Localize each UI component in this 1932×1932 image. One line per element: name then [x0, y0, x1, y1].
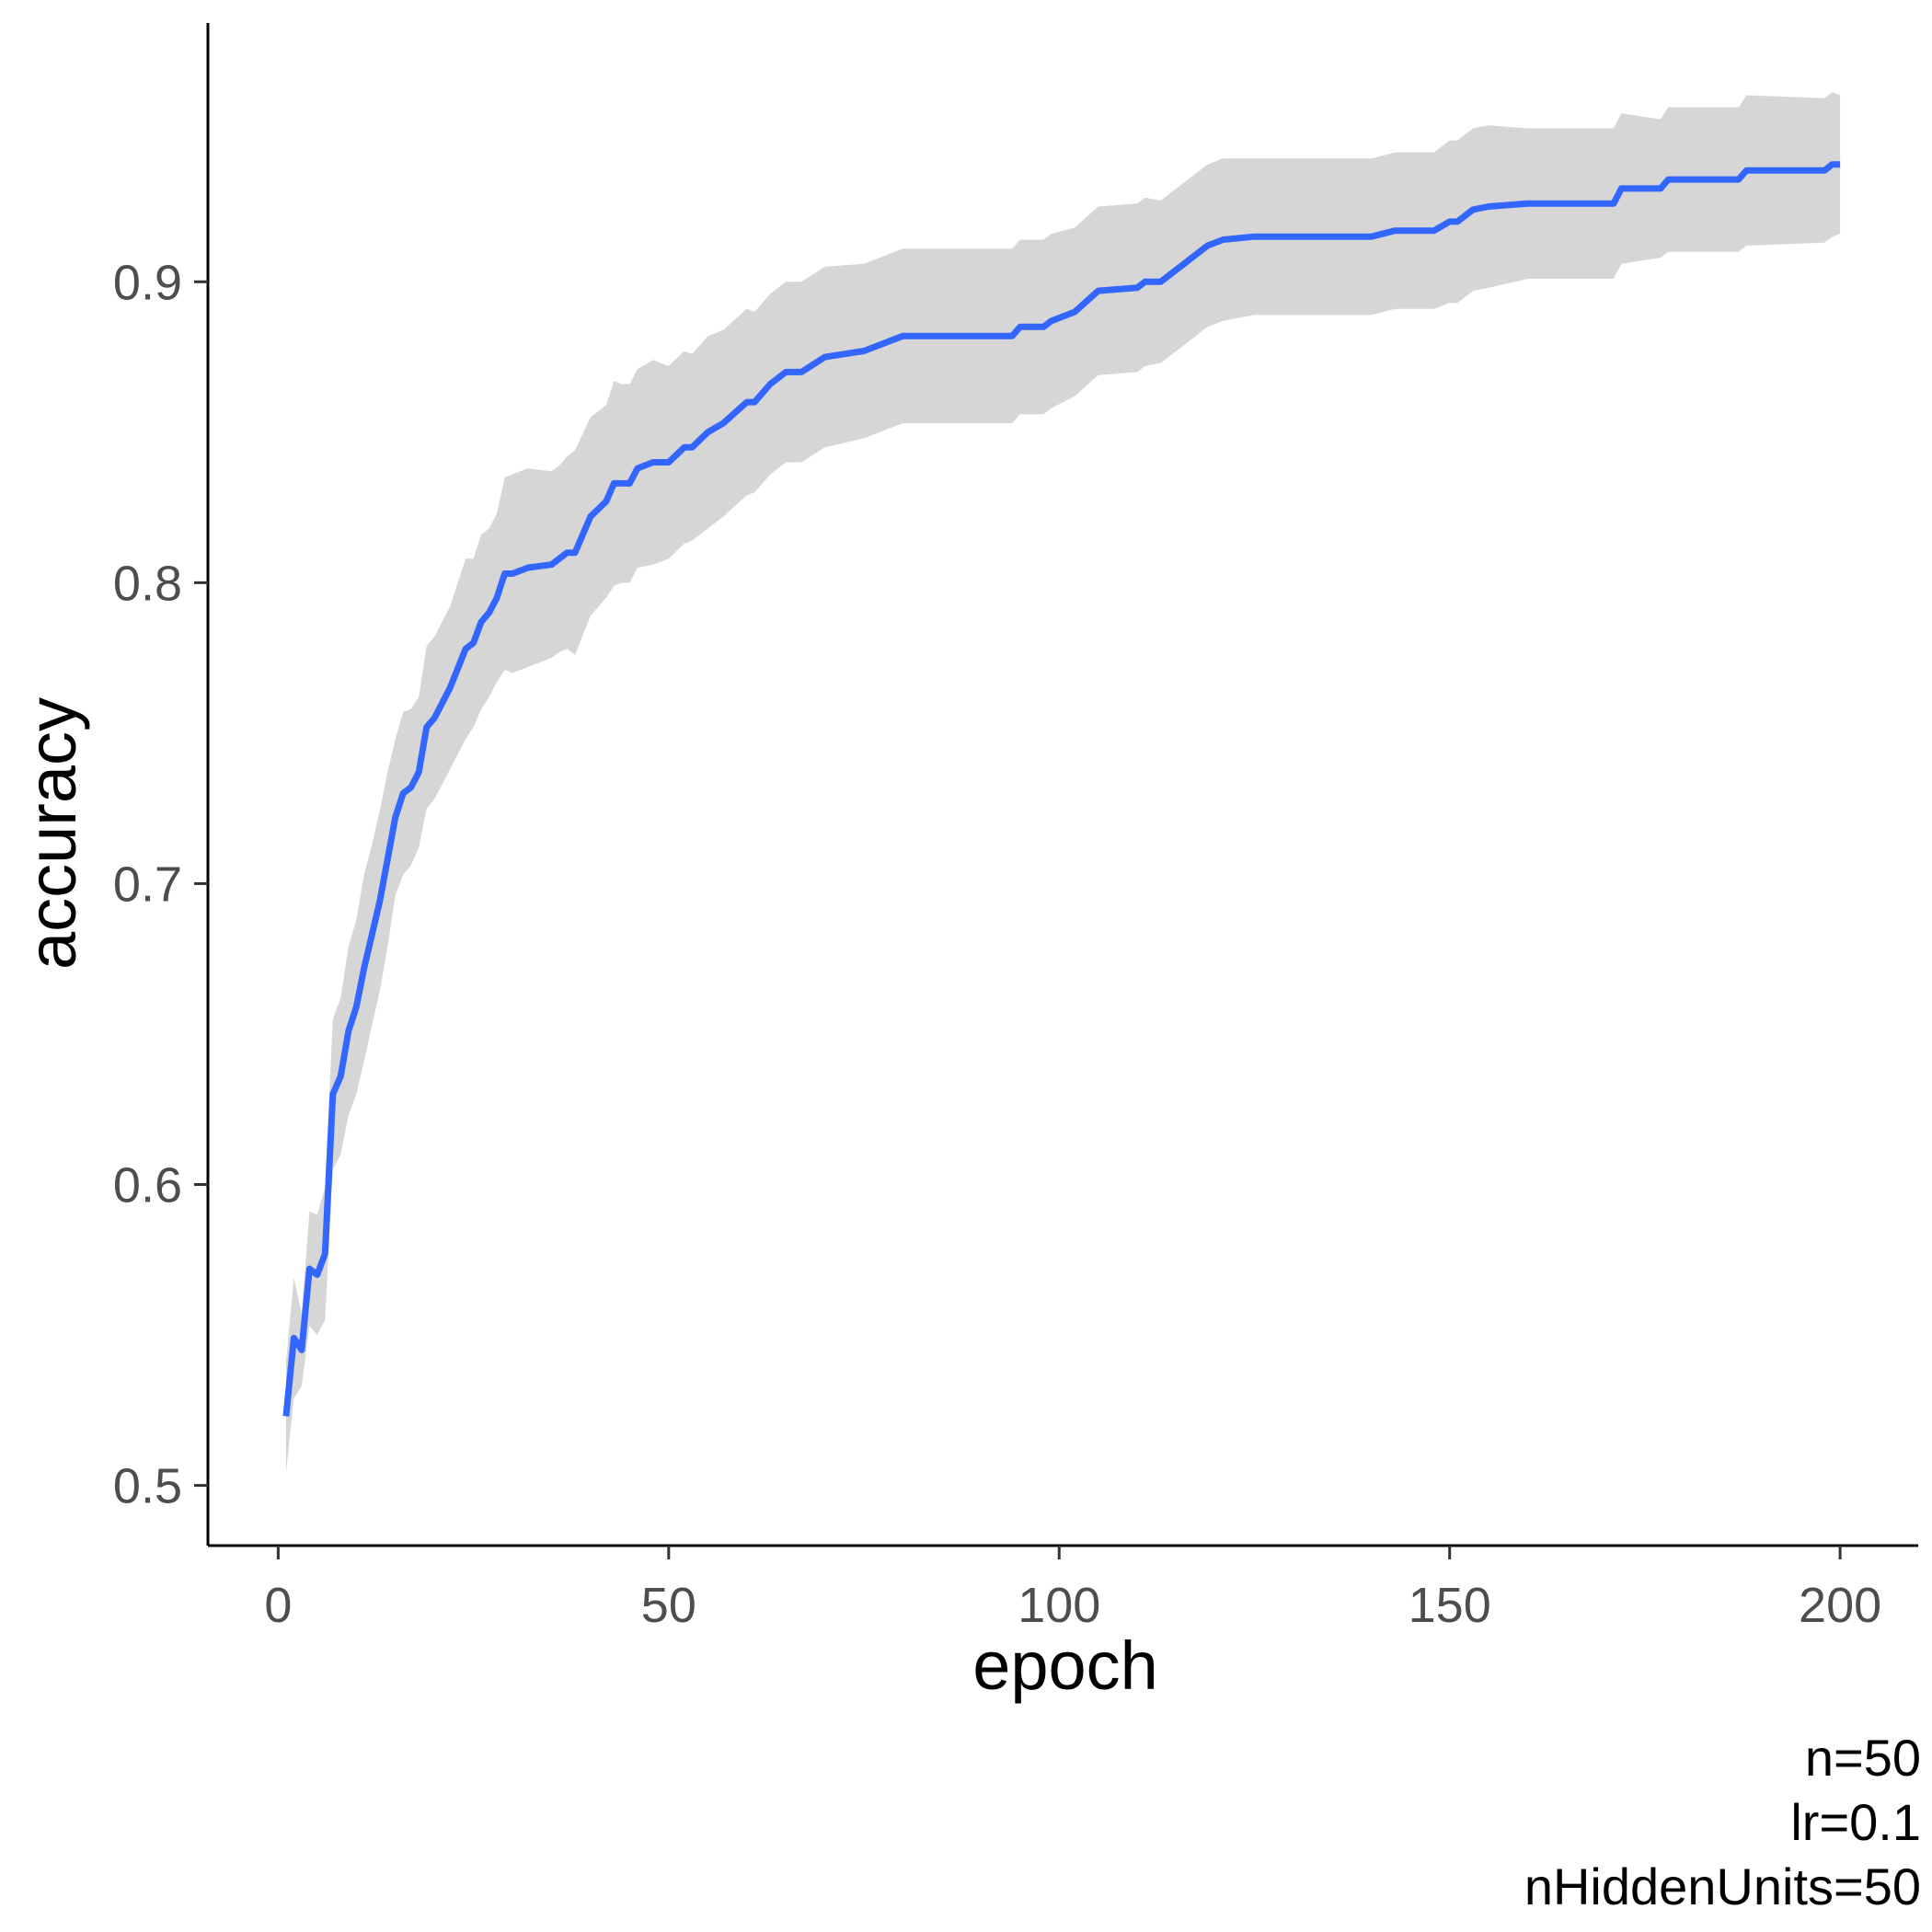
caption-line-n: n=50 — [1805, 1729, 1921, 1787]
x-tick-label: 150 — [1409, 1578, 1491, 1633]
y-tick-label: 0.8 — [113, 556, 182, 611]
y-axis-title: accuracy — [14, 697, 90, 970]
caption-group: n=50 lr=0.1 nHiddenUnits=50 — [1524, 1729, 1921, 1915]
x-tick-label: 100 — [1018, 1578, 1100, 1633]
accuracy-line-group — [282, 161, 1841, 1417]
x-tick-label: 50 — [641, 1578, 696, 1633]
y-tick-label: 0.6 — [113, 1158, 182, 1213]
accuracy-line — [282, 161, 1841, 1417]
y-ticks-group: 0.5 0.6 0.7 0.8 0.9 — [113, 255, 208, 1514]
x-tick-label: 200 — [1799, 1578, 1881, 1633]
caption-line-lr: lr=0.1 — [1790, 1793, 1921, 1851]
x-axis-title: epoch — [972, 1627, 1158, 1704]
confidence-band — [285, 92, 1841, 1474]
x-tick-label: 0 — [264, 1578, 292, 1633]
y-tick-label: 0.9 — [113, 255, 182, 310]
caption-line-hidden-units: nHiddenUnits=50 — [1524, 1857, 1921, 1915]
x-ticks-group: 0 50 100 150 200 — [264, 1546, 1881, 1633]
axes-group — [206, 23, 1918, 1547]
y-tick-label: 0.5 — [113, 1459, 182, 1514]
confidence-band-group — [285, 92, 1841, 1474]
y-tick-label: 0.7 — [113, 857, 182, 912]
